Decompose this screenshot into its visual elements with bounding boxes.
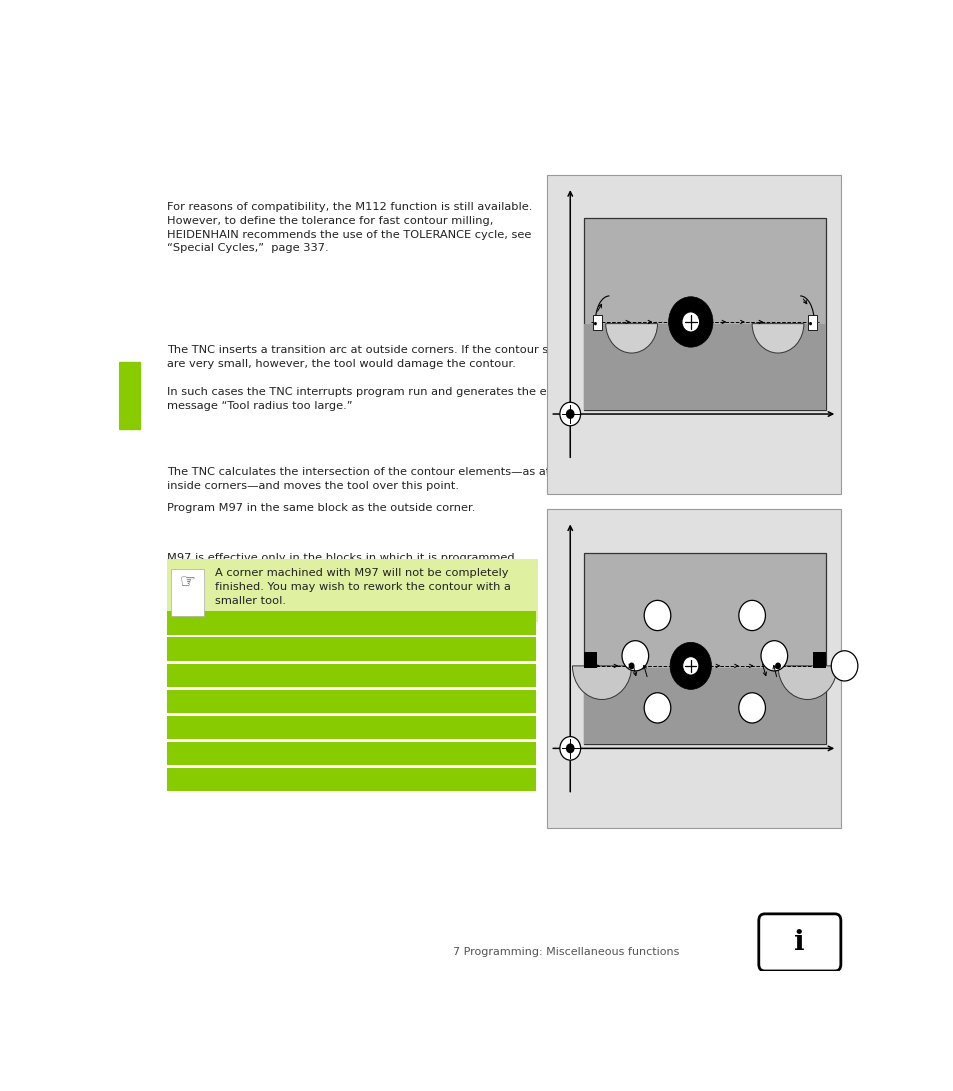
Circle shape: [643, 600, 670, 631]
Text: In such cases the TNC interrupts program run and generates the error
message “To: In such cases the TNC interrupts program…: [167, 387, 567, 410]
Bar: [171, 570, 204, 615]
Bar: [551, 716, 808, 739]
Text: Move to contour point 15: Move to contour point 15: [558, 722, 699, 732]
Bar: [167, 663, 535, 687]
Bar: [551, 663, 808, 687]
Circle shape: [559, 736, 580, 760]
Bar: [167, 611, 535, 635]
Circle shape: [669, 643, 711, 690]
Bar: [551, 742, 808, 765]
Bar: [167, 637, 535, 661]
Wedge shape: [751, 324, 803, 353]
Bar: [583, 324, 825, 410]
Bar: [546, 175, 840, 494]
Circle shape: [559, 403, 580, 425]
Text: The TNC calculates the intersection of the contour elements—as at
inside corners: The TNC calculates the intersection of t…: [167, 467, 550, 491]
Bar: [583, 668, 825, 744]
Wedge shape: [572, 666, 631, 699]
Circle shape: [565, 743, 574, 753]
Text: The TNC inserts a transition arc at outside corners. If the contour steps
are ve: The TNC inserts a transition arc at outs…: [167, 345, 573, 369]
Bar: [807, 315, 817, 331]
Circle shape: [628, 662, 634, 669]
Circle shape: [830, 650, 857, 681]
Text: Program M97 in the same block as the outside corner.: Program M97 in the same block as the out…: [167, 503, 476, 513]
Bar: [167, 690, 535, 714]
Bar: [551, 768, 808, 791]
Text: M97 is effective only in the blocks in which it is programmed.: M97 is effective only in the blocks in w…: [167, 553, 518, 563]
Bar: [593, 315, 601, 331]
Circle shape: [774, 662, 781, 669]
Wedge shape: [778, 666, 837, 699]
Circle shape: [621, 640, 648, 671]
Circle shape: [738, 693, 764, 723]
Text: i: i: [793, 928, 804, 956]
Bar: [583, 218, 825, 410]
Bar: [551, 611, 808, 635]
Circle shape: [738, 600, 764, 631]
Text: A corner machined with M97 will not be completely
finished. You may wish to rewo: A corner machined with M97 will not be c…: [215, 567, 511, 606]
Bar: [167, 560, 537, 622]
Circle shape: [668, 297, 712, 347]
Bar: [551, 637, 808, 661]
Text: Machine small contour step 15 to 16: Machine small contour step 15 to 16: [558, 748, 762, 758]
Text: Move to contour point 13: Move to contour point 13: [558, 670, 699, 681]
Text: 7 Programming: Miscellaneous functions: 7 Programming: Miscellaneous functions: [453, 947, 679, 957]
Bar: [119, 362, 140, 429]
Bar: [583, 652, 597, 668]
Circle shape: [682, 657, 699, 675]
Circle shape: [594, 322, 597, 325]
Bar: [546, 508, 840, 828]
Wedge shape: [605, 324, 657, 353]
Text: Large tool radius: Large tool radius: [558, 619, 653, 628]
Bar: [812, 652, 825, 668]
Bar: [583, 553, 825, 744]
Bar: [167, 716, 535, 739]
FancyBboxPatch shape: [758, 914, 840, 971]
Text: Machine small contour step 13 to 14: Machine small contour step 13 to 14: [558, 696, 762, 706]
Circle shape: [808, 322, 811, 325]
Circle shape: [643, 693, 670, 723]
Circle shape: [760, 640, 787, 671]
Text: For reasons of compatibility, the M112 function is still available.
However, to : For reasons of compatibility, the M112 f…: [167, 202, 532, 253]
Circle shape: [565, 409, 574, 419]
Circle shape: [681, 312, 699, 332]
Bar: [167, 742, 535, 765]
Text: ☞: ☞: [180, 572, 196, 590]
Bar: [551, 690, 808, 714]
Text: Move to contour point 17: Move to contour point 17: [558, 775, 699, 784]
Bar: [167, 768, 535, 791]
